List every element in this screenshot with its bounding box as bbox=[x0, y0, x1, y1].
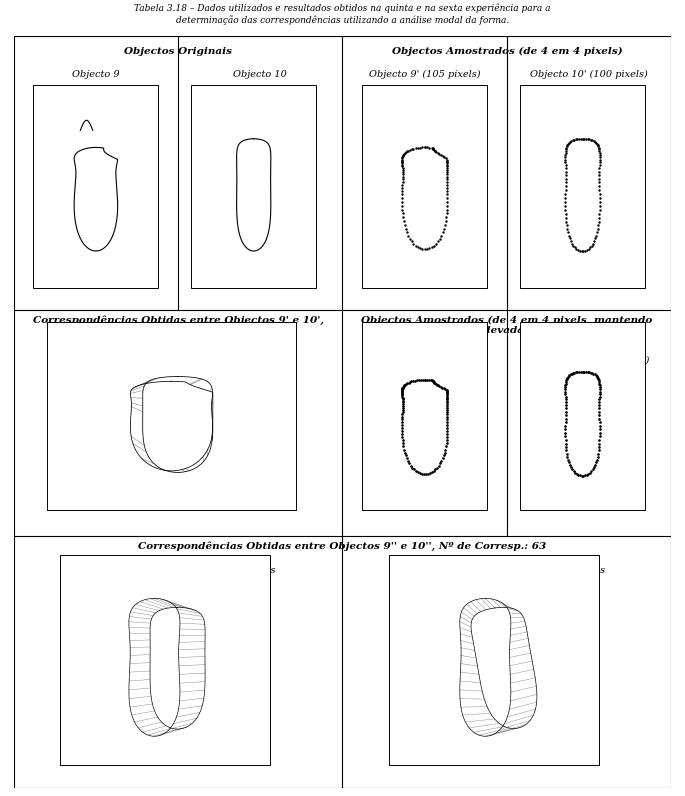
Text: sem rotação e translação determinadas: sem rotação e translação determinadas bbox=[80, 565, 276, 576]
Text: Correspondências Obtidas entre Objectos 9'' e 10'', Nº de Corresp.: 63: Correspondências Obtidas entre Objectos … bbox=[138, 541, 547, 551]
Text: Tabela 3.18 – Dados utilizados e resultados obtidos na quinta e na sexta experiê: Tabela 3.18 – Dados utilizados e resulta… bbox=[134, 4, 551, 25]
Text: Objecto 9' (105 pixels): Objecto 9' (105 pixels) bbox=[369, 70, 480, 79]
Text: Correspondências Obtidas entre Objectos 9' e 10',
Nº de Corresp.: 47: Correspondências Obtidas entre Objectos … bbox=[33, 316, 323, 336]
Text: Objecto 10: Objecto 10 bbox=[234, 70, 287, 79]
Text: Objecto 10'' (104 pixels): Objecto 10'' (104 pixels) bbox=[529, 356, 649, 365]
Text: Objectos Amostrados (de 4 em 4 pixels, mantendo
pixels de elevada curvatura): Objectos Amostrados (de 4 em 4 pixels, m… bbox=[361, 316, 653, 335]
Text: Objectos Amostrados (de 4 em 4 pixels): Objectos Amostrados (de 4 em 4 pixels) bbox=[392, 47, 622, 57]
Text: Objecto 10' (100 pixels): Objecto 10' (100 pixels) bbox=[530, 70, 648, 79]
Text: com rotação e translação determinadas: com rotação e translação determinadas bbox=[409, 565, 605, 576]
Text: Objectos Originais: Objectos Originais bbox=[124, 47, 232, 56]
Text: Objecto 9'' (122 pixels): Objecto 9'' (122 pixels) bbox=[368, 356, 482, 365]
Text: Objecto 9: Objecto 9 bbox=[72, 70, 120, 79]
